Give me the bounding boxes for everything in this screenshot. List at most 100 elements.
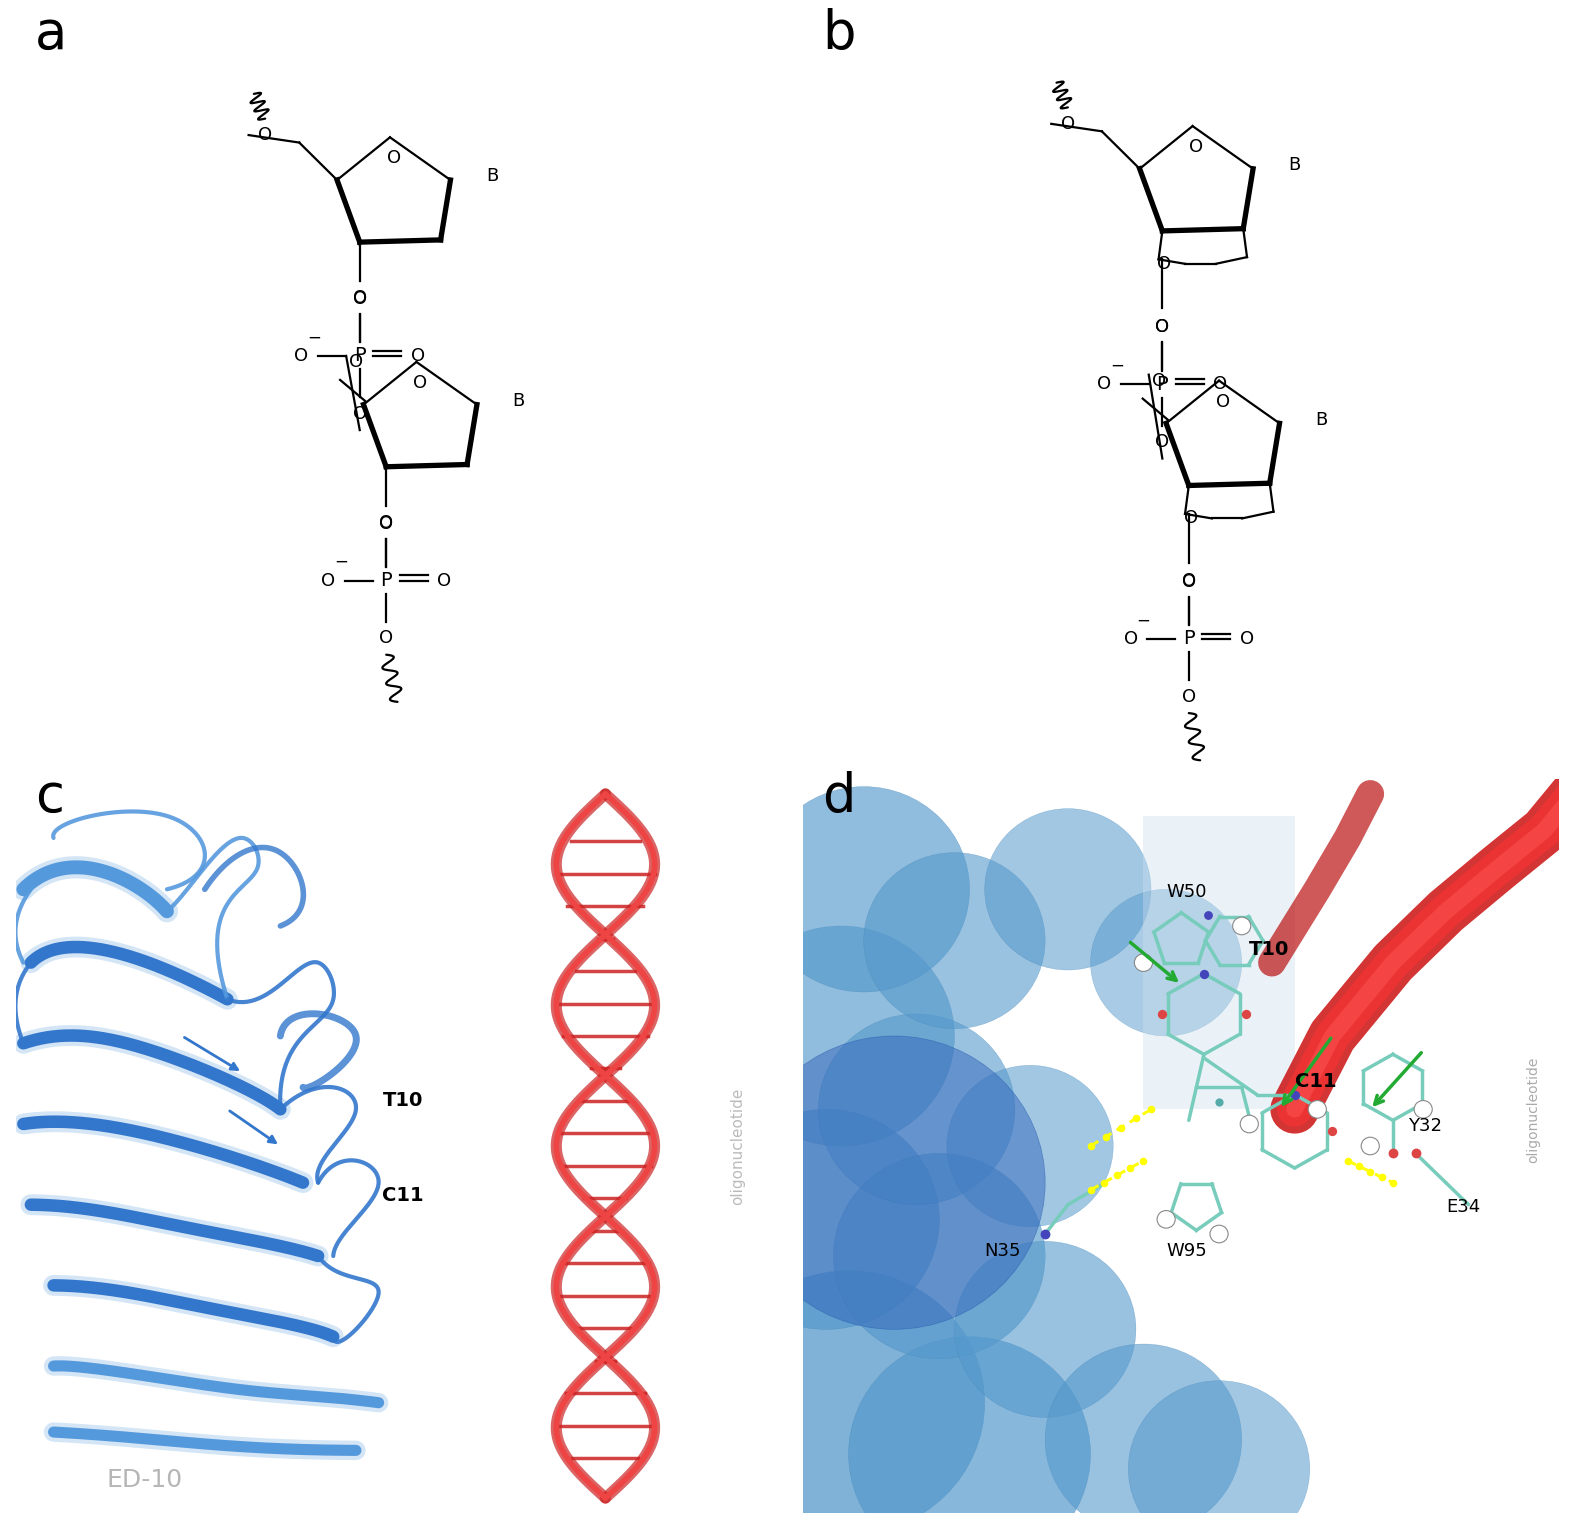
Point: [1104, 1163, 1129, 1187]
Text: O: O: [321, 571, 335, 590]
Text: W95: W95: [1166, 1242, 1206, 1261]
Text: O: O: [295, 347, 309, 365]
Point: [1228, 914, 1254, 938]
Point: [1033, 1222, 1058, 1247]
Text: O: O: [1156, 318, 1169, 336]
Text: B: B: [487, 167, 498, 185]
Text: b: b: [822, 8, 855, 60]
Text: O: O: [1189, 138, 1203, 156]
Text: P: P: [354, 347, 365, 365]
Point: [1380, 1170, 1405, 1195]
Text: N35: N35: [984, 1242, 1021, 1261]
Text: oligonucleotide: oligonucleotide: [731, 1088, 745, 1204]
Text: P: P: [1183, 630, 1194, 648]
Text: O: O: [258, 127, 272, 144]
Text: O: O: [1098, 376, 1112, 393]
Text: d: d: [822, 772, 855, 824]
Text: c: c: [35, 772, 63, 824]
Text: P: P: [381, 571, 392, 590]
Text: T10: T10: [1249, 940, 1290, 960]
Point: [1411, 1097, 1436, 1122]
Text: B: B: [1288, 156, 1301, 174]
Circle shape: [819, 1015, 1014, 1204]
Text: O: O: [1213, 376, 1227, 393]
Circle shape: [743, 1036, 1046, 1329]
Text: O: O: [1240, 630, 1254, 648]
Point: [1195, 903, 1221, 927]
Point: [1091, 1170, 1117, 1195]
Circle shape: [1309, 1100, 1326, 1118]
Text: O: O: [353, 290, 367, 309]
Text: O: O: [387, 150, 400, 167]
Text: C11: C11: [383, 1186, 424, 1206]
Text: O: O: [353, 405, 367, 423]
Text: O: O: [1158, 255, 1172, 274]
Circle shape: [1233, 917, 1251, 935]
Text: O: O: [1151, 371, 1166, 390]
Text: C11: C11: [1295, 1073, 1336, 1091]
Circle shape: [1090, 889, 1241, 1036]
Circle shape: [947, 1065, 1114, 1227]
Point: [1118, 1155, 1143, 1180]
Point: [1358, 1160, 1383, 1184]
Circle shape: [1046, 1345, 1241, 1528]
Text: O: O: [1216, 393, 1230, 411]
Circle shape: [1128, 1381, 1310, 1528]
Point: [1077, 1134, 1102, 1158]
Polygon shape: [1143, 816, 1295, 1109]
Point: [1282, 1082, 1307, 1106]
Point: [1304, 1097, 1329, 1122]
Circle shape: [984, 808, 1151, 970]
Circle shape: [1134, 953, 1153, 972]
Point: [1093, 1125, 1118, 1149]
Point: [1369, 1164, 1394, 1189]
Text: O: O: [380, 513, 394, 532]
Point: [1206, 1089, 1232, 1114]
Point: [1380, 1141, 1405, 1166]
Circle shape: [1414, 1100, 1432, 1118]
Point: [1403, 1141, 1429, 1166]
Text: Y32: Y32: [1408, 1117, 1443, 1135]
Point: [1109, 1115, 1134, 1140]
Text: O: O: [380, 630, 394, 648]
Text: W50: W50: [1166, 883, 1206, 900]
Point: [1358, 1134, 1383, 1158]
Text: ED-10: ED-10: [107, 1468, 183, 1491]
Circle shape: [728, 926, 954, 1146]
Circle shape: [1210, 1225, 1229, 1242]
Point: [1233, 1002, 1258, 1027]
Text: B: B: [512, 391, 524, 410]
Text: O: O: [411, 347, 425, 365]
Circle shape: [849, 1337, 1090, 1528]
Circle shape: [1361, 1137, 1380, 1155]
Point: [1123, 1106, 1148, 1131]
Circle shape: [954, 1241, 1136, 1418]
Point: [1347, 1154, 1372, 1178]
Text: T10: T10: [383, 1091, 422, 1109]
Text: O: O: [1156, 432, 1169, 451]
Text: O: O: [350, 353, 362, 371]
Text: O: O: [353, 289, 367, 307]
Circle shape: [712, 1109, 939, 1329]
Circle shape: [712, 1271, 984, 1528]
Text: O: O: [413, 374, 427, 391]
Text: −: −: [307, 329, 321, 347]
Circle shape: [863, 853, 1046, 1028]
Text: O: O: [1184, 509, 1197, 527]
Point: [1153, 1207, 1178, 1232]
Circle shape: [833, 1154, 1046, 1358]
Text: P: P: [1156, 374, 1169, 394]
Point: [1236, 1112, 1262, 1137]
Point: [1206, 1222, 1232, 1247]
Text: oligonucleotide: oligonucleotide: [1526, 1056, 1540, 1163]
Text: O: O: [1062, 115, 1074, 133]
Point: [1336, 1149, 1361, 1174]
Text: −: −: [1110, 356, 1125, 374]
Text: B: B: [1315, 411, 1328, 428]
Text: O: O: [1156, 318, 1169, 336]
Text: O: O: [1181, 573, 1195, 591]
Point: [1077, 1178, 1102, 1203]
Text: a: a: [35, 8, 66, 60]
Circle shape: [758, 787, 970, 992]
Text: O: O: [438, 571, 452, 590]
